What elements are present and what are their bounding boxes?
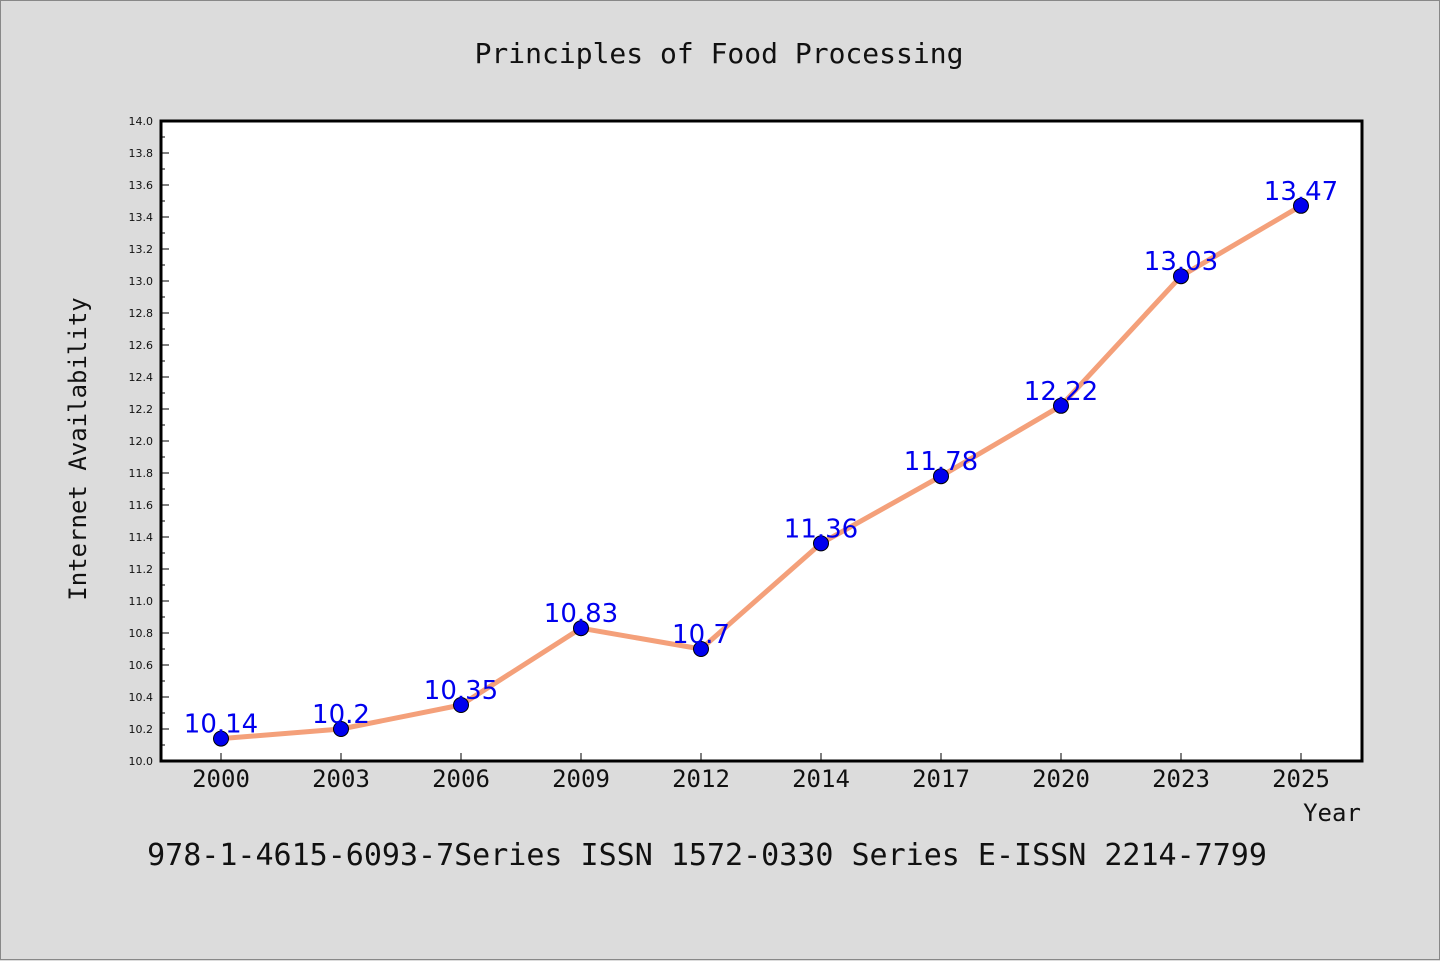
series-group bbox=[220, 203, 1303, 742]
data-point bbox=[933, 468, 949, 485]
x-tick-label: 2014 bbox=[792, 765, 850, 793]
data-point bbox=[1293, 197, 1309, 214]
y-tick-label: 13.2 bbox=[129, 243, 154, 256]
markers-group bbox=[213, 197, 1309, 747]
y-tick-label: 10.6 bbox=[129, 659, 154, 672]
x-tick-label: 2012 bbox=[672, 765, 730, 793]
data-point bbox=[1173, 268, 1189, 285]
chart-title: Principles of Food Processing bbox=[475, 37, 964, 70]
x-tick-label: 2020 bbox=[1032, 765, 1090, 793]
x-tick-label: 2025 bbox=[1272, 765, 1330, 793]
data-label: 11.78 bbox=[904, 447, 978, 477]
y-tick-label: 12.6 bbox=[129, 339, 154, 352]
data-point bbox=[453, 697, 469, 713]
data-label: 13.47 bbox=[1264, 177, 1338, 207]
data-point bbox=[573, 620, 589, 637]
x-tick-label: 2000 bbox=[192, 765, 250, 793]
data-point bbox=[333, 721, 349, 737]
y-axis-label: Internet Availability bbox=[64, 297, 92, 600]
x-tick-label: 2009 bbox=[552, 765, 610, 793]
y-tick-label: 13.8 bbox=[129, 147, 154, 160]
data-label: 10.2 bbox=[312, 700, 370, 730]
y-tick-label: 11.8 bbox=[129, 467, 154, 480]
data-label: 10.35 bbox=[424, 676, 498, 706]
y-tick-label: 11.4 bbox=[129, 531, 154, 544]
y-tick-label: 13.0 bbox=[129, 275, 154, 288]
y-tick-label: 12.0 bbox=[129, 435, 154, 448]
y-tick-label: 11.2 bbox=[129, 563, 154, 576]
data-label: 10.14 bbox=[184, 710, 258, 740]
y-axis: 10.0 10.2 10.4 10.6 10.8 11.0 11.2 11.4 11.6 11.8… bbox=[129, 115, 169, 768]
y-tick-label: 10.2 bbox=[129, 723, 154, 736]
footer-isbn-text: 978-1-4615-6093-7Series ISSN 1572-0330 S… bbox=[147, 838, 1267, 873]
data-label: 13.03 bbox=[1144, 247, 1218, 277]
data-label: 11.36 bbox=[784, 514, 858, 544]
y-tick-label: 10.4 bbox=[129, 691, 154, 704]
y-tick-label: 13.6 bbox=[129, 179, 154, 192]
y-tick-label: 13.4 bbox=[129, 211, 154, 224]
data-point bbox=[693, 641, 709, 657]
y-tick-label: 14.0 bbox=[129, 115, 154, 128]
x-tick-label: 2006 bbox=[432, 765, 490, 793]
y-tick-label: 12.4 bbox=[129, 371, 154, 384]
y-tick-label: 10.8 bbox=[129, 627, 154, 640]
data-label: 10.83 bbox=[544, 599, 618, 629]
series-line bbox=[220, 203, 1303, 742]
x-tick-label: 2003 bbox=[312, 765, 370, 793]
data-point bbox=[1053, 397, 1069, 414]
data-point bbox=[213, 730, 229, 747]
x-tick-label: 2017 bbox=[912, 765, 970, 793]
plot-area bbox=[159, 119, 1364, 763]
y-tick-label: 11.0 bbox=[129, 595, 154, 608]
y-tick-label: 10.0 bbox=[129, 755, 154, 768]
data-label: 10.7 bbox=[672, 620, 730, 650]
x-tick-label: 2023 bbox=[1152, 765, 1210, 793]
y-tick-label: 12.8 bbox=[129, 307, 154, 320]
x-axis: 2000 2003 2006 2009 2012 2014 2017 2020 2023 2025 bbox=[192, 753, 1330, 793]
data-label: 12.22 bbox=[1024, 377, 1098, 407]
x-axis-label: Year bbox=[1303, 799, 1361, 827]
y-tick-label: 11.6 bbox=[129, 499, 154, 512]
y-tick-label: 12.2 bbox=[129, 403, 154, 416]
data-point bbox=[813, 535, 829, 552]
data-labels-group: 10.14 10.2 10.35 10.83 10.7 11.36 11.78 12.22 13… bbox=[184, 177, 1338, 740]
